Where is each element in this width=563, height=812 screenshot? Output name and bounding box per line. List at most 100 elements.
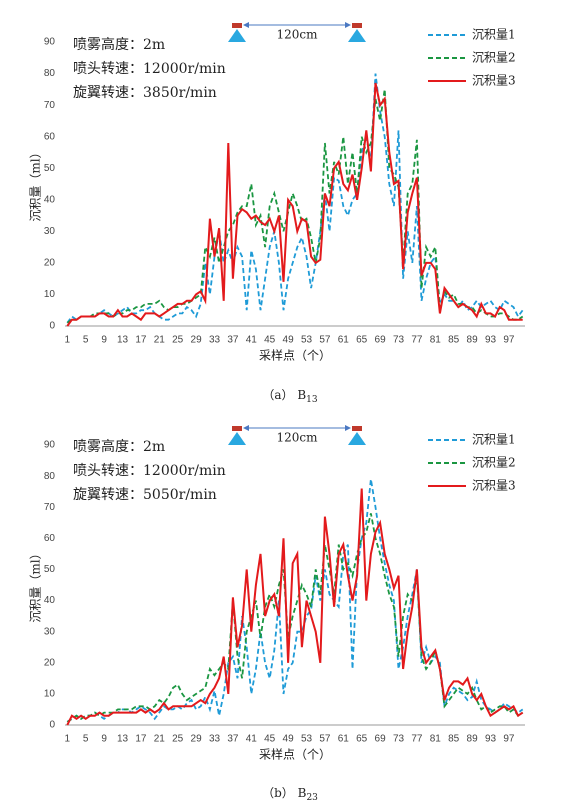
x-tick-label: 69	[375, 335, 387, 346]
y-tick-label: 10	[44, 689, 56, 700]
x-tick-label: 5	[83, 734, 89, 745]
caption-text: （b） B	[262, 786, 306, 800]
x-tick-label: 1	[65, 734, 71, 745]
x-tick-label: 61	[338, 335, 350, 346]
nozzle	[352, 23, 362, 28]
x-tick-label: 25	[172, 335, 184, 346]
x-tick-label: 77	[411, 335, 423, 346]
x-tick-label: 21	[154, 335, 166, 346]
x-tick-label: 93	[485, 734, 497, 745]
x-tick-label: 73	[393, 335, 405, 346]
nozzle	[352, 426, 362, 431]
y-tick-label: 0	[49, 321, 55, 332]
annotation: 旋翼转速：3850r/min	[73, 85, 217, 101]
x-tick-label: 73	[393, 734, 405, 745]
x-tick-label: 97	[503, 734, 515, 745]
y-tick-label: 20	[44, 657, 56, 668]
arrow-head	[243, 425, 249, 431]
caption: （a） B13	[262, 388, 318, 405]
x-tick-label: 49	[283, 734, 295, 745]
x-tick-label: 5	[83, 335, 89, 346]
caption-text: （a） B	[262, 388, 306, 402]
y-tick-label: 80	[44, 471, 56, 482]
annotation: 喷雾高度：2m	[73, 36, 165, 53]
x-tick-label: 13	[117, 734, 129, 745]
y-tick-label: 0	[49, 720, 55, 731]
legend-label: 沉积量2	[472, 456, 516, 470]
x-tick-label: 41	[246, 734, 258, 745]
series-line	[66, 73, 524, 324]
spray	[228, 29, 246, 42]
x-tick-label: 97	[503, 335, 515, 346]
x-tick-label: 41	[246, 335, 258, 346]
y-tick-label: 60	[44, 533, 56, 544]
legend-label: 沉积量1	[472, 28, 516, 42]
x-tick-label: 77	[411, 734, 423, 745]
series-line	[66, 488, 524, 726]
x-tick-label: 65	[356, 335, 368, 346]
y-tick-label: 30	[44, 226, 56, 237]
x-tick-label: 81	[430, 335, 442, 346]
nozzle	[232, 426, 242, 431]
x-axis-title: 采样点（个）	[259, 747, 331, 762]
x-tick-label: 17	[135, 335, 147, 346]
x-tick-label: 25	[172, 734, 184, 745]
annotation: 喷雾高度：2m	[73, 438, 165, 455]
y-tick-label: 50	[44, 564, 56, 575]
y-tick-label: 20	[44, 258, 56, 269]
caption-subscript: 13	[306, 395, 318, 405]
legend-label: 沉积量1	[472, 433, 516, 447]
x-tick-label: 81	[430, 734, 442, 745]
x-tick-label: 29	[191, 335, 203, 346]
x-tick-label: 49	[283, 335, 295, 346]
x-tick-label: 85	[448, 734, 460, 745]
x-tick-label: 37	[227, 335, 239, 346]
spacing-label: 120cm	[276, 431, 318, 445]
spray	[348, 29, 366, 42]
y-tick-label: 10	[44, 289, 56, 300]
x-tick-label: 33	[209, 335, 221, 346]
x-tick-label: 89	[467, 734, 479, 745]
annotation: 旋翼转速：5050r/min	[73, 487, 217, 503]
legend-label: 沉积量3	[472, 74, 516, 88]
y-axis-title: 沉积量（ml）	[29, 547, 43, 622]
nozzle	[232, 23, 242, 28]
x-tick-label: 45	[264, 335, 276, 346]
arrow-head	[345, 425, 351, 431]
legend-label: 沉积量2	[472, 51, 516, 65]
arrow-head	[243, 22, 249, 28]
x-tick-label: 69	[375, 734, 387, 745]
caption-subscript: 23	[306, 793, 318, 803]
x-tick-label: 61	[338, 734, 350, 745]
y-tick-label: 50	[44, 163, 56, 174]
x-tick-label: 13	[117, 335, 129, 346]
x-tick-label: 1	[65, 335, 71, 346]
y-axis-title: 沉积量（ml）	[29, 146, 43, 221]
x-tick-label: 53	[301, 734, 313, 745]
spacing-label: 120cm	[276, 28, 318, 42]
x-tick-label: 57	[319, 335, 331, 346]
chart: 0 10 20 30 40 50 60 70 80 90 1 5 9 13 17 21 25 29 33 37 41 45…	[29, 425, 525, 803]
x-tick-label: 45	[264, 734, 276, 745]
y-tick-label: 90	[44, 37, 56, 48]
spray	[228, 432, 246, 445]
x-tick-label: 33	[209, 734, 221, 745]
x-tick-label: 21	[154, 734, 166, 745]
spray	[348, 432, 366, 445]
caption: （b） B23	[262, 786, 318, 803]
x-tick-label: 89	[467, 335, 479, 346]
arrow-head	[345, 22, 351, 28]
y-tick-label: 30	[44, 626, 56, 637]
x-tick-label: 9	[101, 734, 107, 745]
legend-label: 沉积量3	[472, 479, 516, 493]
series-line	[66, 513, 524, 723]
y-tick-label: 60	[44, 131, 56, 142]
series-line	[66, 479, 524, 723]
x-tick-label: 17	[135, 734, 147, 745]
chart: 0 10 20 30 40 50 60 70 80 90 1 5 9 13 17 21 25 29 33 37 41 45…	[29, 22, 525, 405]
y-tick-label: 90	[44, 440, 56, 451]
x-tick-label: 93	[485, 335, 497, 346]
annotation: 喷头转速：12000r/min	[73, 61, 226, 77]
y-tick-label: 80	[44, 68, 56, 79]
